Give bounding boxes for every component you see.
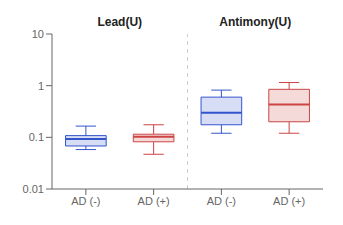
svg-text:AD (+): AD (+) bbox=[273, 195, 305, 207]
svg-text:AD (+): AD (+) bbox=[138, 195, 170, 207]
svg-text:1: 1 bbox=[38, 80, 44, 92]
svg-text:Antimony(U): Antimony(U) bbox=[219, 15, 291, 29]
svg-text:0.01: 0.01 bbox=[23, 183, 44, 195]
svg-text:AD (-): AD (-) bbox=[71, 195, 100, 207]
svg-text:0.1: 0.1 bbox=[29, 131, 44, 143]
svg-text:Lead(U): Lead(U) bbox=[97, 15, 142, 29]
svg-text:10: 10 bbox=[32, 28, 44, 40]
svg-text:AD (-): AD (-) bbox=[207, 195, 236, 207]
